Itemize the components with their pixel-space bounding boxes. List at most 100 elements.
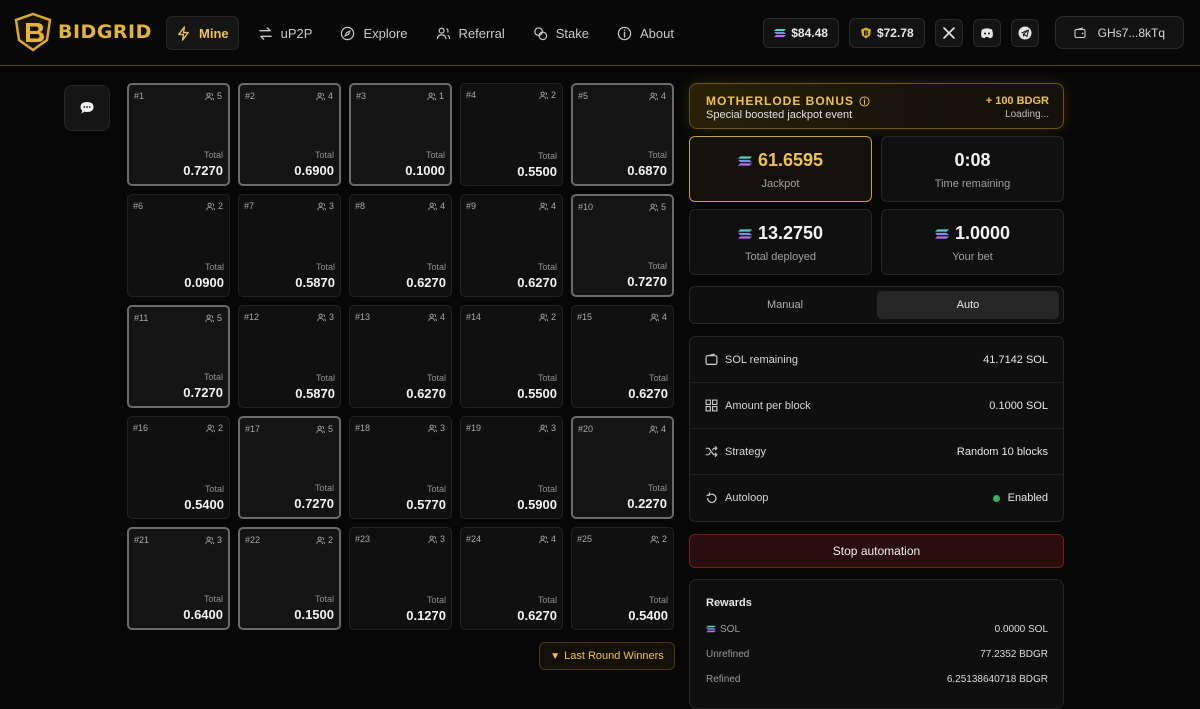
brand-logo[interactable]: BIDGRID xyxy=(12,12,152,52)
solana-icon xyxy=(706,625,716,633)
users-icon xyxy=(427,92,436,100)
block-player-count-value: 2 xyxy=(217,201,223,211)
grid-block[interactable]: #19 3 Total 0.5900 xyxy=(460,416,563,519)
nav-item-mine[interactable]: Mine xyxy=(166,16,239,50)
time-remaining-card: 0:08 Time remaining xyxy=(881,136,1064,202)
nav-item-label: Stake xyxy=(555,25,590,41)
block-total-value: 0.6270 xyxy=(517,275,557,290)
block-total-label: Total xyxy=(314,150,334,160)
block-player-count: 3 xyxy=(428,423,445,433)
nav-item-referral[interactable]: Referral xyxy=(427,16,514,50)
block-number: #24 xyxy=(466,534,482,544)
block-number: #3 xyxy=(356,91,367,101)
bonus-title-row: MOTHERLODE BONUS xyxy=(706,94,870,108)
grid-block[interactable]: #5 4 Total 0.6870 xyxy=(571,83,674,186)
jackpot-label: Jackpot xyxy=(761,178,800,190)
nav-item-label: uP2P xyxy=(280,25,313,41)
block-total-value: 0.6270 xyxy=(406,275,446,290)
grid-block[interactable]: #13 4 Total 0.6270 xyxy=(349,305,452,408)
block-total-label: Total xyxy=(204,262,224,272)
grid-block[interactable]: #20 4 Total 0.2270 xyxy=(571,416,674,519)
token-balance-pill[interactable]: B $72.78 xyxy=(848,17,925,48)
autoloop-row[interactable]: Autoloop Enabled xyxy=(690,475,1063,521)
bonus-title: MOTHERLODE BONUS xyxy=(706,94,854,108)
x-twitter-button[interactable] xyxy=(934,18,963,47)
strategy-row[interactable]: Strategy Random 10 blocks xyxy=(690,429,1063,475)
block-player-count-value: 2 xyxy=(661,534,667,544)
block-total-label: Total xyxy=(315,373,335,383)
grid-block[interactable]: #8 4 Total 0.6270 xyxy=(349,194,452,297)
grid-block[interactable]: #4 2 Total 0.5500 xyxy=(460,83,563,186)
mode-auto-button[interactable]: Auto xyxy=(877,291,1059,319)
info-icon[interactable] xyxy=(859,95,870,107)
block-player-count-value: 3 xyxy=(328,201,334,211)
grid-block[interactable]: #21 3 Total 0.6400 xyxy=(127,527,230,630)
nav-item-explore[interactable]: Explore xyxy=(331,16,416,50)
rewards-sol-key: SOL xyxy=(706,624,740,635)
nav-item-up2p[interactable]: uP2P xyxy=(249,16,322,50)
block-number: #5 xyxy=(578,91,589,101)
grid-block[interactable]: #22 2 Total 0.1500 xyxy=(238,527,341,630)
block-player-count: 4 xyxy=(650,312,667,322)
grid-block[interactable]: #2 4 Total 0.6900 xyxy=(238,83,341,186)
grid-block[interactable]: #11 5 Total 0.7270 xyxy=(127,305,230,408)
block-total-value: 0.5870 xyxy=(295,275,335,290)
grid-block[interactable]: #7 3 Total 0.5870 xyxy=(238,194,341,297)
users-icon xyxy=(649,425,658,433)
block-total-value: 0.6900 xyxy=(294,163,334,178)
sol-balance-value: $84.48 xyxy=(791,25,828,40)
block-player-count-value: 4 xyxy=(550,201,556,211)
solana-icon xyxy=(934,228,949,239)
block-total-label: Total xyxy=(426,595,446,605)
block-total-label: Total xyxy=(647,150,667,160)
grid-block[interactable]: #6 2 Total 0.0900 xyxy=(127,194,230,297)
block-number: #23 xyxy=(355,534,371,544)
block-total-value: 0.5500 xyxy=(517,386,557,401)
grid-block[interactable]: #15 4 Total 0.6270 xyxy=(571,305,674,408)
grid-block[interactable]: #16 2 Total 0.5400 xyxy=(127,416,230,519)
grid-block[interactable]: #18 3 Total 0.5770 xyxy=(349,416,452,519)
solana-icon xyxy=(737,155,752,166)
grid-block[interactable]: #9 4 Total 0.6270 xyxy=(460,194,563,297)
discord-button[interactable] xyxy=(972,18,1001,47)
block-total-value: 0.7270 xyxy=(627,274,667,289)
grid-block[interactable]: #24 4 Total 0.6270 xyxy=(460,527,563,630)
wallet-button[interactable]: GHs7...8kTq xyxy=(1054,16,1184,49)
jackpot-card: 61.6595 Jackpot xyxy=(689,136,872,202)
block-player-count: 4 xyxy=(316,91,333,101)
nav-item-about[interactable]: About xyxy=(608,16,683,50)
rewards-refined-value: 6.25138640718 BDGR xyxy=(946,673,1048,685)
rewards-unrefined-value: 77.2352 BDGR xyxy=(980,648,1048,660)
stop-automation-button[interactable]: Stop automation xyxy=(689,534,1064,568)
grid-block[interactable]: #14 2 Total 0.5500 xyxy=(460,305,563,408)
chat-button[interactable] xyxy=(64,85,110,131)
block-player-count: 3 xyxy=(317,312,334,322)
amount-per-block-value: 0.1000 SOL xyxy=(989,399,1048,412)
rewards-sol-value: 0.0000 SOL xyxy=(994,623,1048,635)
motherlode-bonus-banner: MOTHERLODE BONUS Special boosted jackpot… xyxy=(689,83,1064,129)
block-total-value: 0.7270 xyxy=(294,496,334,511)
grid-block[interactable]: #12 3 Total 0.5870 xyxy=(238,305,341,408)
time-remaining-value: 0:08 xyxy=(954,150,991,170)
grid-block[interactable]: #3 1 Total 0.1000 xyxy=(349,83,452,186)
last-round-winners-button[interactable]: ▼ Last Round Winners xyxy=(539,642,675,670)
total-deployed-label: Total deployed xyxy=(745,251,816,263)
grid-block[interactable]: #17 5 Total 0.7270 xyxy=(238,416,341,519)
amount-per-block-row[interactable]: Amount per block 0.1000 SOL xyxy=(690,383,1063,429)
time-remaining-label: Time remaining xyxy=(934,178,1011,190)
grid-block[interactable]: #1 5 Total 0.7270 xyxy=(127,83,230,186)
jackpot-value: 61.6595 xyxy=(757,150,824,170)
block-player-count: 5 xyxy=(205,313,222,323)
nav-item-stake[interactable]: Stake xyxy=(524,16,598,50)
users-icon xyxy=(316,92,325,100)
block-player-count: 2 xyxy=(539,312,556,322)
grid-block[interactable]: #23 3 Total 0.1270 xyxy=(349,527,452,630)
bidgrid-shield-icon xyxy=(14,12,52,52)
grid-block[interactable]: #10 5 Total 0.7270 xyxy=(571,194,674,297)
sol-balance-pill[interactable]: $84.48 xyxy=(763,17,839,48)
your-bet-value: 1.0000 xyxy=(954,223,1011,243)
mode-manual-button[interactable]: Manual xyxy=(766,299,804,311)
wallet-icon xyxy=(1074,26,1086,38)
grid-block[interactable]: #25 2 Total 0.5400 xyxy=(571,527,674,630)
telegram-button[interactable] xyxy=(1010,18,1039,47)
